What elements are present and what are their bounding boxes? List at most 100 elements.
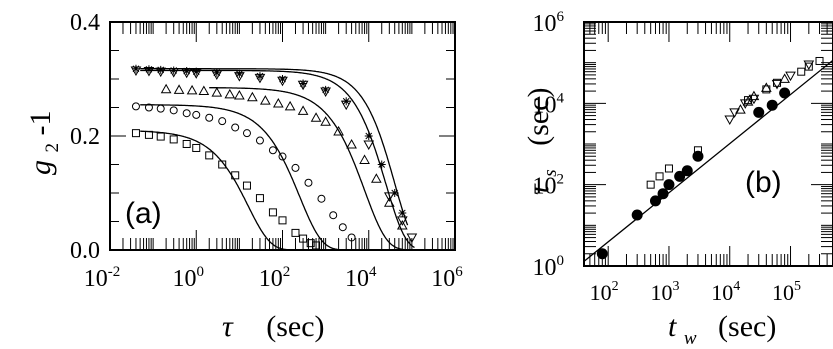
series-2-point-11 [297,105,309,115]
series-0-point-4 [663,179,675,191]
panel-a-tick-marks [109,21,455,251]
series-4-point-6 [212,68,221,77]
series-3-point-1 [729,108,740,118]
series-4-point-9 [278,75,287,83]
series-2-point-4 [211,87,223,97]
series-2-point-18 [383,197,395,207]
series-1-point-0 [646,180,655,189]
series-2-point-7 [247,91,258,102]
series-0-point-3 [657,188,669,200]
series-0-point-6 [681,165,693,177]
fit-curve-1 [140,104,442,251]
series-3-point-0 [724,115,736,126]
panel-a-y-tick-labels: 0.0 0.2 0.4 [70,10,100,264]
y-tick-label-0: 0.0 [70,238,100,264]
series-0-point-2 [156,132,165,141]
series-2-point-8 [259,95,271,105]
y-tick-label-1: 102 [533,172,565,200]
panel-b-label: (b) [745,166,782,199]
fit-line [583,59,833,262]
series-2-point-3 [198,85,210,95]
fit-curve-2 [209,87,442,251]
series-0-point-0 [131,129,140,138]
y-tick-label-2: 0.4 [70,10,100,36]
series-1-point-5 [192,110,201,119]
series-0-point-3 [169,135,178,144]
y-tick-label-1: 0.2 [70,124,100,150]
panel-a-fit-curves [140,68,442,251]
panel-a-plot-frame [109,21,456,251]
series-1-point-11 [268,146,277,155]
fit-curve-0 [140,130,442,251]
series-0-point-9 [766,99,778,111]
series-4-point-16 [398,208,407,217]
series-0-point-6 [205,151,214,160]
series-1-point-17 [338,223,347,232]
series-2-point-2 [186,84,198,95]
series-2-point-9 [272,97,284,108]
series-4-point-4 [182,67,191,76]
series-3-point-14 [383,192,395,202]
x-axis-subscript: w [684,328,697,349]
x-axis-unit: (sec) [266,310,324,343]
series-3-point-4 [771,79,783,90]
y-axis-suffix: -1 [24,111,57,136]
series-2-point-17 [370,173,382,183]
series-3-point-6 [803,60,815,71]
x-tick-label-4: 106 [431,264,463,292]
series-0-point-4 [182,139,191,148]
series-0-point-7 [218,160,227,169]
series-1-point-0 [131,102,140,111]
panel-b-x-tick-labels: 102 103 104 105 [590,279,801,305]
series-4-point-13 [364,132,373,140]
series-2-point-1 [742,96,754,106]
series-4-point-14 [377,160,386,169]
series-3-point-3 [748,94,760,105]
series-1-point-8 [804,62,813,71]
series-0-point-11 [268,208,277,217]
series-0-point-1 [631,209,643,221]
series-2-point-0 [160,83,172,94]
series-4-point-7 [235,69,244,78]
series-2-point-5 [224,88,236,99]
series-1-point-10 [255,136,264,145]
x-axis-unit: (sec) [718,310,776,343]
x-tick-label-0: 102 [590,279,619,305]
x-tick-label-2: 102 [259,264,291,292]
series-3-point-2 [739,99,751,109]
series-2-point-15 [346,139,357,149]
series-4-point-15 [390,189,399,197]
series-0-point-0 [596,248,608,260]
series-0-point-14 [299,234,308,243]
y-axis-unit: (sec) [522,88,555,146]
series-1-point-12 [278,152,287,161]
series-0-point-1 [144,130,153,139]
series-3-point-13 [363,140,375,151]
y-tick-label-2: 104 [533,90,565,118]
y-tick-label-3: 106 [533,9,565,37]
series-4-point-12 [342,97,351,106]
series-4-point-2 [156,65,165,74]
x-tick-label-1: 103 [650,279,679,305]
y-axis-subscript: s [540,169,561,176]
y-axis-base: τ [522,183,555,195]
series-3-point-5 [785,71,796,82]
panel-a-x-axis-label: τ (sec) [222,310,325,343]
series-0-point-13 [291,228,300,237]
x-tick-label-2: 104 [711,279,740,305]
series-1-point-2 [664,164,673,173]
series-1-point-2 [156,104,165,113]
series-1-point-3 [169,106,178,115]
panel-a-y-axis-label: g 2 -1 [24,111,65,176]
x-tick-label-1: 100 [173,264,205,292]
series-1-point-6 [205,113,214,122]
series-2-point-16 [359,154,370,164]
panel-b-y-axis-label: τ s (sec) [522,88,563,195]
series-4-point-11 [321,85,330,94]
series-0-point-8 [231,171,240,180]
y-axis-base: g [24,160,57,175]
series-0-point-10 [255,194,264,203]
series-1-point-18 [347,233,356,242]
